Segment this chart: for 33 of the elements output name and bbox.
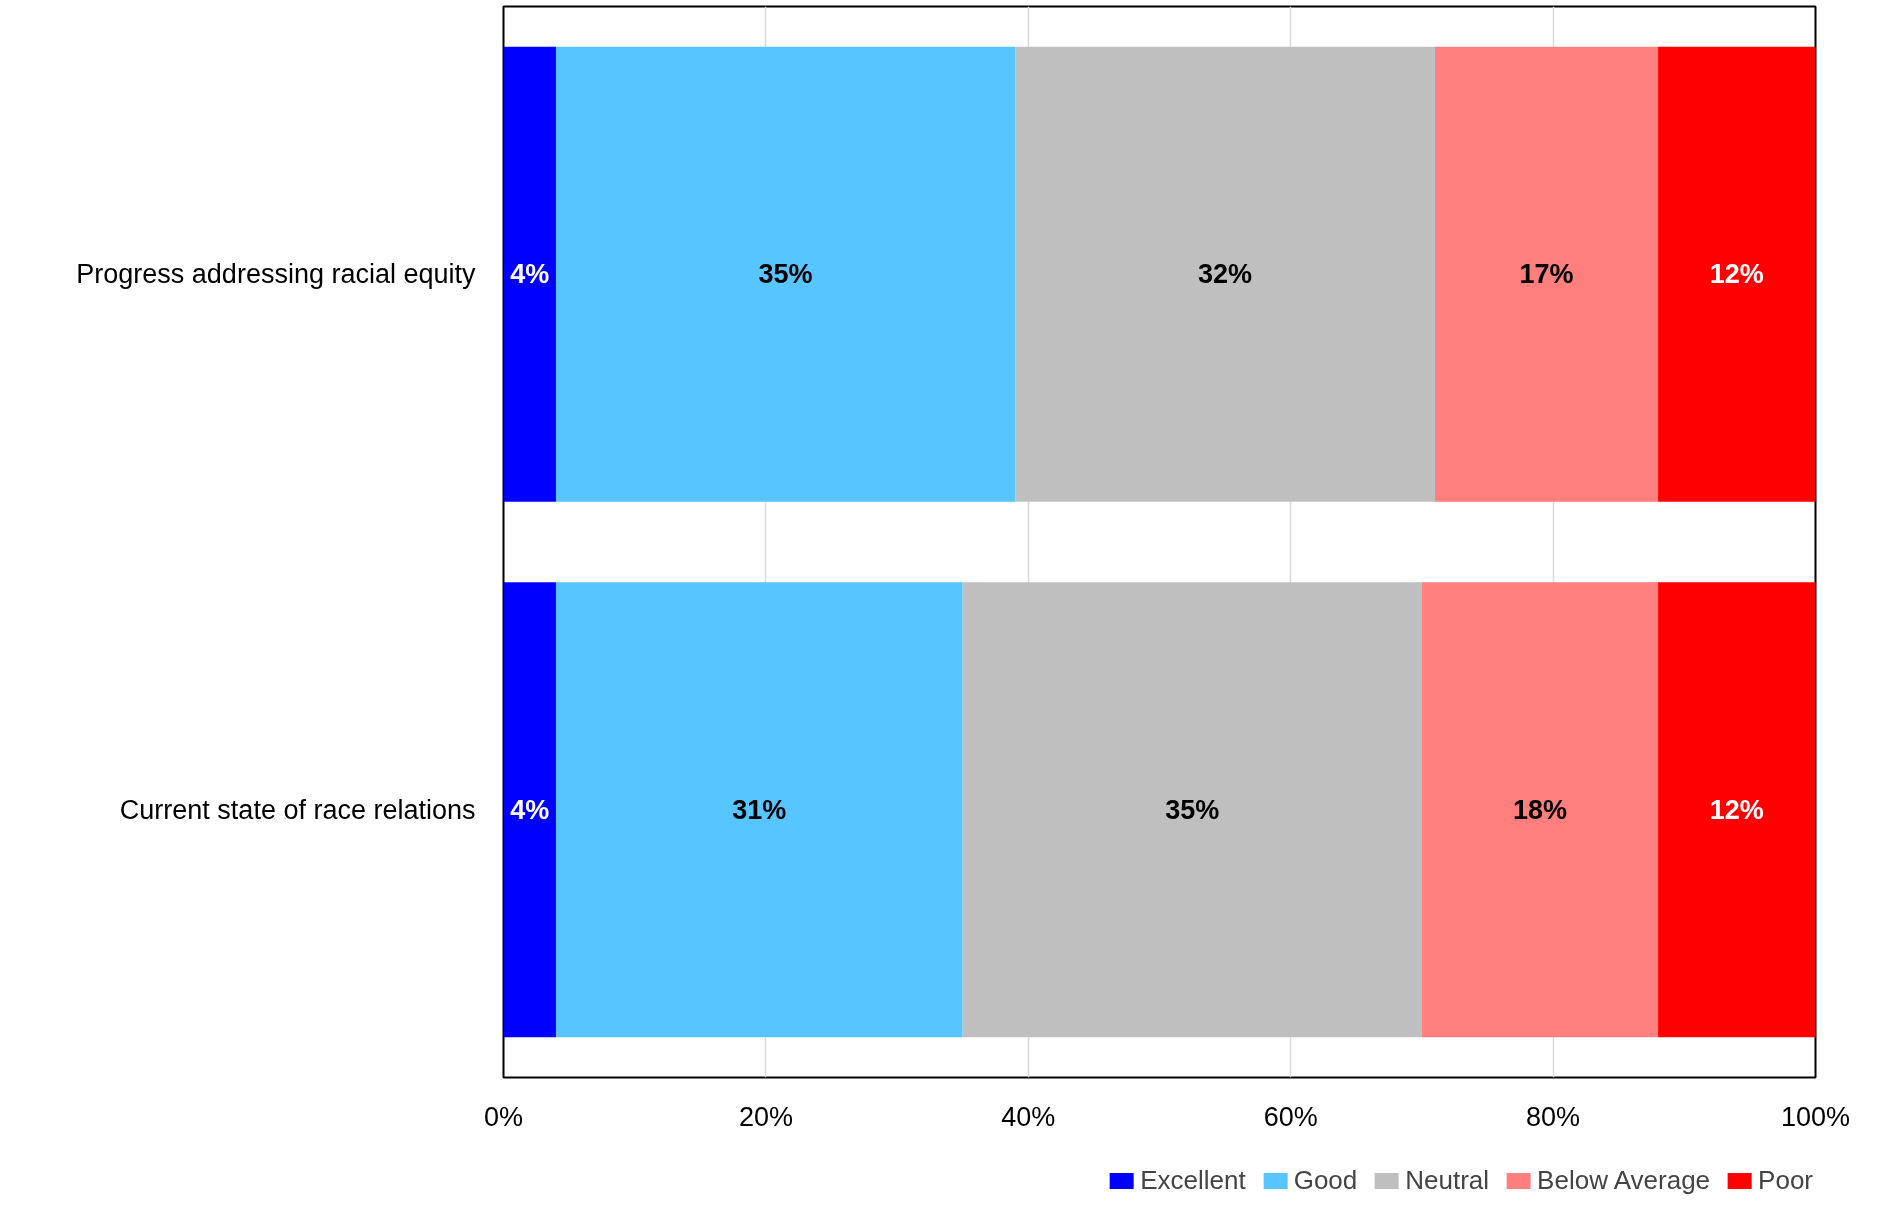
bar (555, 46, 1016, 502)
x-tick-label: 60% (1263, 1101, 1318, 1132)
bar (1435, 46, 1659, 502)
data-label: 35% (1165, 794, 1220, 825)
data-label: 18% (1512, 794, 1568, 825)
bar (555, 582, 963, 1038)
data-label: 35% (758, 259, 813, 290)
data-label: 4% (510, 259, 550, 290)
x-tick-label: 100% (1780, 1101, 1851, 1132)
data-label: 12% (1709, 259, 1764, 290)
x-tick-label: 80% (1526, 1101, 1581, 1132)
data-label: 12% (1709, 794, 1764, 825)
y-tick-label: Progress addressing racial equity (76, 259, 476, 290)
bar (962, 582, 1422, 1038)
legend-label: Poor (1758, 1164, 1813, 1196)
legend-label: Good (1293, 1164, 1358, 1196)
bar (503, 46, 556, 502)
bar (1421, 582, 1659, 1038)
data-label: 17% (1519, 259, 1574, 290)
x-tick-label: 20% (738, 1101, 793, 1132)
bar (1015, 46, 1436, 502)
bar (503, 582, 556, 1038)
legend-label: Below Average (1537, 1164, 1711, 1196)
data-label: 4% (510, 794, 550, 825)
y-tick-label: Current state of race relations (119, 794, 476, 825)
x-tick-label: 0% (483, 1101, 524, 1132)
legend-label: Neutral (1405, 1164, 1490, 1196)
data-label: 31% (732, 794, 787, 825)
legend-label: Excellent (1140, 1164, 1246, 1196)
data-label: 32% (1198, 259, 1253, 290)
bar (1658, 46, 1816, 502)
bar (1658, 582, 1816, 1038)
x-tick-label: 40% (1001, 1101, 1056, 1132)
